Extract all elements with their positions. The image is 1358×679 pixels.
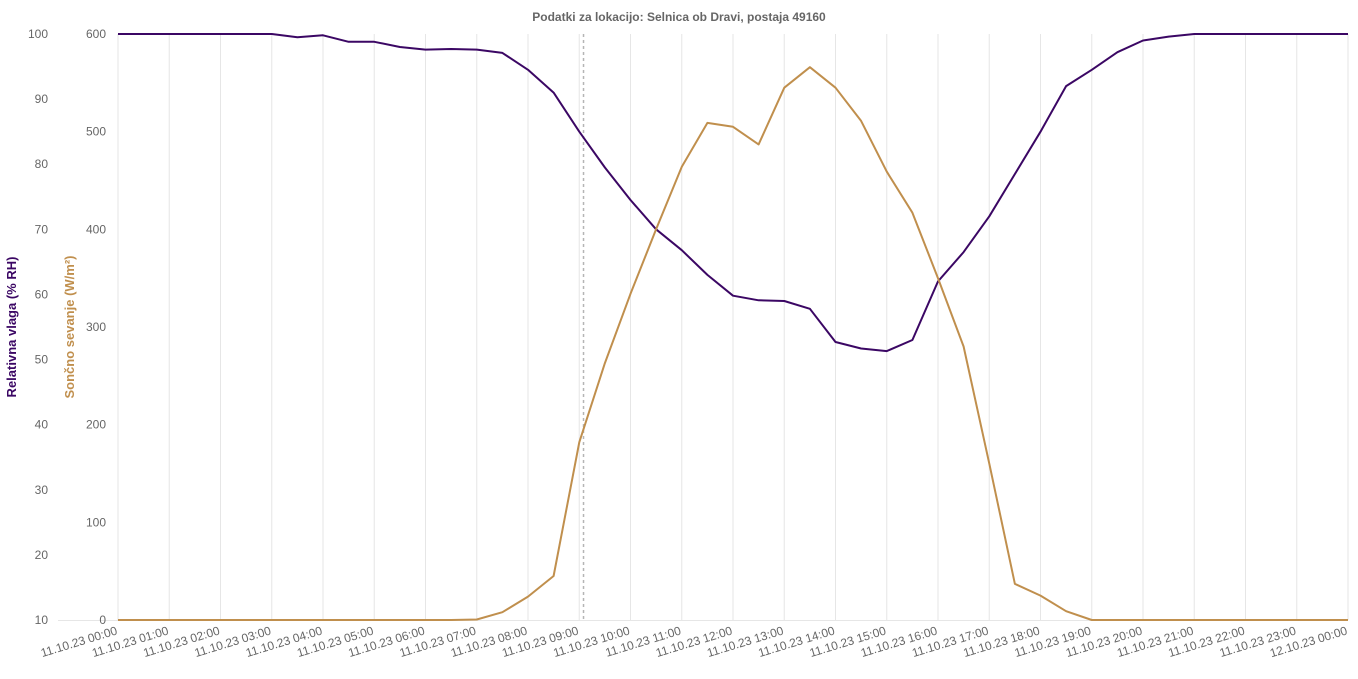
solar-radiation-series-line [118, 66, 1348, 621]
left-axis-tick-label: 90 [35, 92, 49, 106]
right-axis-tick-label: 200 [86, 418, 106, 432]
left-axis-tick-label: 10 [35, 613, 49, 627]
left-axis-tick-label: 30 [35, 483, 49, 497]
left-axis-tick-label: 50 [35, 353, 49, 367]
series-layer [118, 33, 1348, 621]
left-axis-tick-label: 20 [35, 548, 49, 562]
left-axis-tick-label: 100 [28, 27, 48, 41]
chart-title: Podatki za lokacijo: Selnica ob Dravi, p… [532, 10, 826, 24]
left-axis-title: Relativna vlaga (% RH) [4, 257, 19, 398]
right-axis-tick-label: 600 [86, 27, 106, 41]
left-axis-tick-label: 80 [35, 157, 49, 171]
right-axis-ticks: 600 500 400 300 200 100 0 [86, 27, 106, 627]
humidity-series-line [118, 33, 1348, 353]
right-axis-tick-label: 0 [99, 613, 106, 627]
grid-layer [58, 34, 1349, 621]
left-axis-tick-label: 40 [35, 418, 49, 432]
right-axis-tick-label: 100 [86, 515, 106, 529]
left-axis-tick-label: 70 [35, 222, 49, 236]
left-axis-ticks: 100 90 80 70 60 50 40 30 20 10 [28, 27, 48, 627]
right-axis-tick-label: 300 [86, 320, 106, 334]
right-axis-title: Sončno sevanje (W/m²) [62, 255, 77, 398]
right-axis-tick-label: 400 [86, 222, 106, 236]
right-axis-tick-label: 500 [86, 125, 106, 139]
left-axis-tick-label: 60 [35, 287, 49, 301]
